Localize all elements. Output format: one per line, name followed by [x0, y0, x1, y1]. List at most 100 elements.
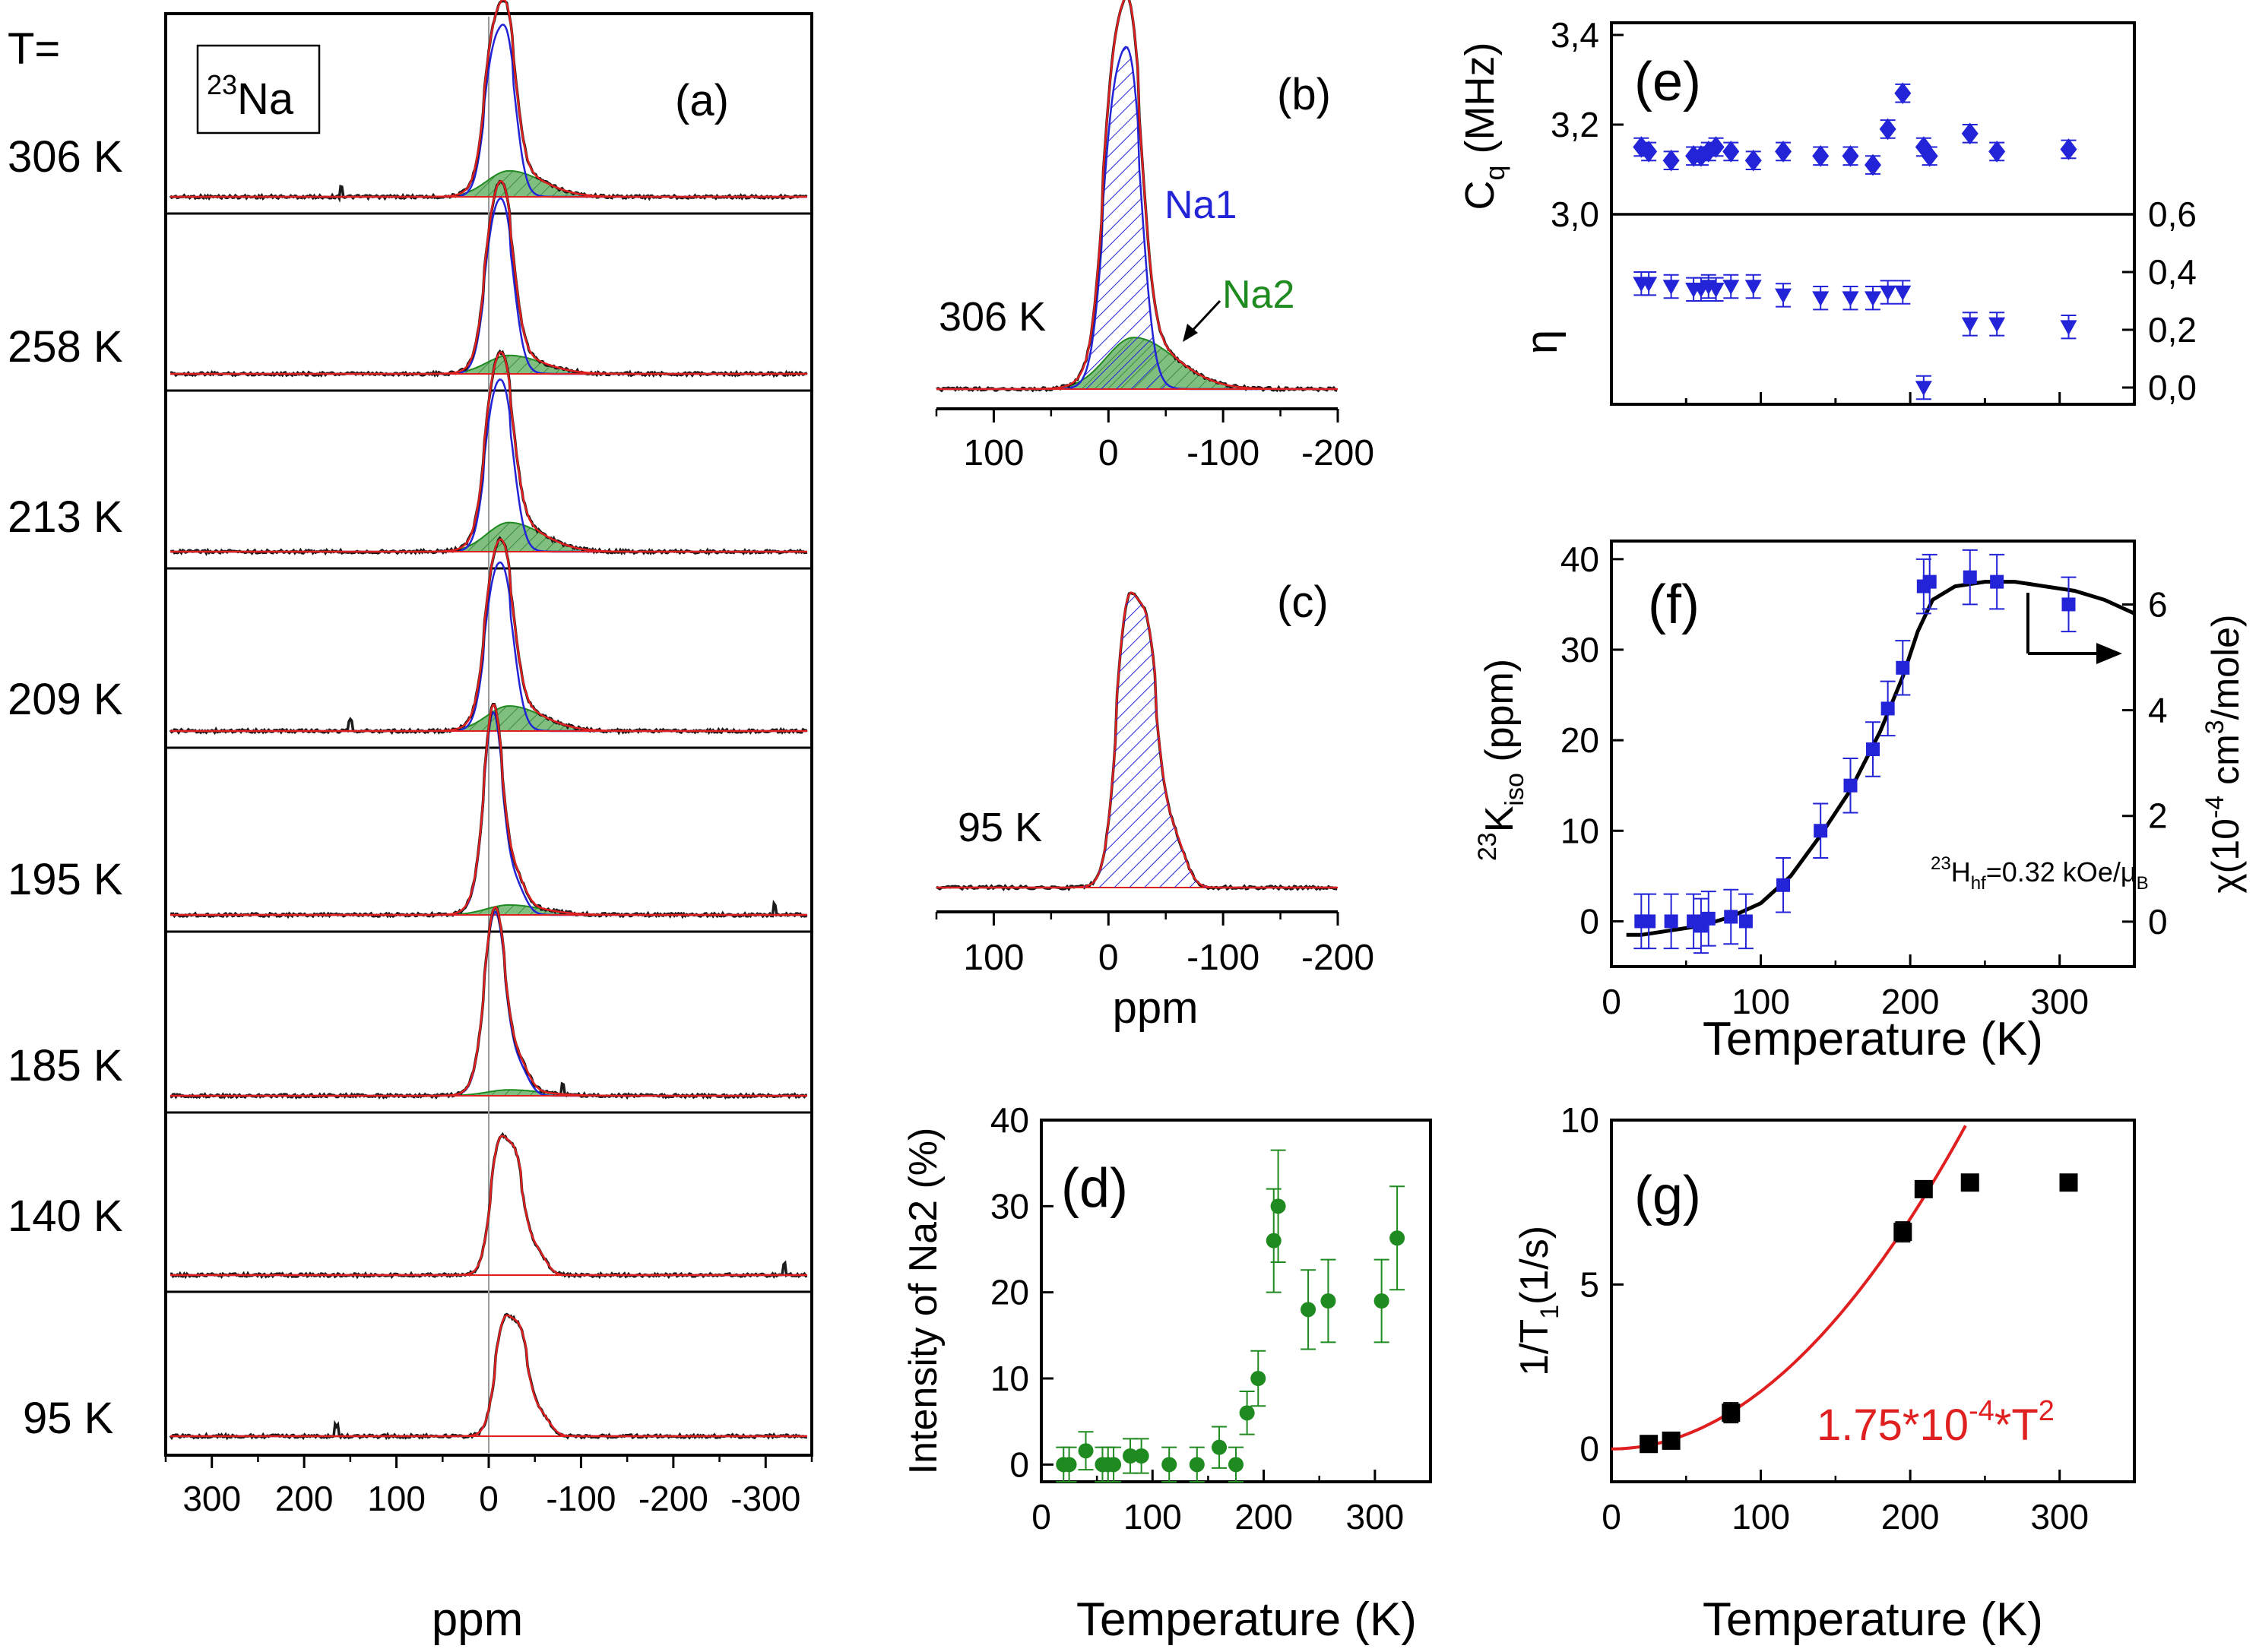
na2-component-hatch: [170, 904, 807, 915]
panel-d-ylabel: Intensity of Na2 (%): [901, 1128, 946, 1475]
data-point: [1266, 1233, 1282, 1248]
nucleus-box: [196, 44, 321, 135]
panel-f-axes: 0 100 200 300 0 10 20 30 40 0 2 4 6: [1560, 540, 2168, 1021]
y-tick-label: 20: [1560, 720, 1599, 760]
x-tick-label: 0: [1031, 1497, 1051, 1536]
x-tick-label: -100: [546, 1479, 616, 1518]
data-point: [1270, 1198, 1286, 1214]
data-point: [1228, 1457, 1244, 1473]
data-point: [1921, 145, 1938, 167]
data-point: [1842, 291, 1859, 307]
panel-f-arrow-head: [2096, 643, 2122, 664]
data-point: [1960, 1173, 1979, 1192]
data-point: [1865, 291, 1881, 307]
data-point: [1662, 149, 1680, 172]
data-point: [1250, 1371, 1266, 1386]
y-tick-label-right: 0,2: [2148, 310, 2197, 350]
data-point: [1078, 1443, 1094, 1459]
panel-e: 3,0 3,2 3,4 0,0 0,2 0,4 0,6 (e) Cq (MHz) η: [1457, 15, 2197, 407]
data-point: [1922, 574, 1937, 589]
data-point: [1664, 914, 1678, 929]
data-point: [1640, 141, 1658, 163]
temp-label-209: 209 K: [8, 675, 123, 724]
na1-label: Na1: [1164, 183, 1237, 227]
data-point: [1724, 910, 1738, 924]
nucleus-mass: 23: [207, 69, 237, 100]
data-point: [2060, 320, 2077, 336]
y-tick-label: 10: [1560, 811, 1599, 850]
data-point: [2059, 1173, 2078, 1192]
y-tick-label: 30: [1560, 630, 1599, 669]
data-point: [1963, 570, 1977, 584]
panel-g-points: [1640, 1173, 2078, 1454]
panel-d-label: (d): [1061, 1158, 1128, 1219]
panel-g-xlabel: Temperature (K): [1703, 1593, 2043, 1646]
x-tick-label: -200: [1301, 433, 1374, 473]
data-point: [1988, 141, 2006, 163]
x-tick-label: -200: [638, 1479, 708, 1518]
y-tick-label-right: 0: [2148, 902, 2168, 942]
data-point: [1662, 1431, 1681, 1450]
data-point: [1722, 280, 1740, 295]
data-point: [1722, 1404, 1741, 1423]
data-point: [1106, 1457, 1122, 1473]
na1-hatch: [936, 592, 1338, 888]
x-tick-label: 0: [1602, 1497, 1621, 1536]
data-point: [1988, 317, 2006, 333]
nucleus-label: 23Na: [207, 69, 294, 124]
panel-a-label: (a): [675, 76, 729, 125]
y-tick-label: 0: [1009, 1445, 1029, 1484]
panel-e-eta-label: η: [1517, 330, 1567, 354]
temp-label-258: 258 K: [8, 322, 123, 372]
data-point: [2061, 597, 2076, 612]
spectrum-213k: [170, 349, 808, 556]
y-tick-label-right: 0,0: [2148, 368, 2197, 407]
data-point: [1880, 701, 1895, 716]
y-tick-label: 0: [1579, 1429, 1599, 1469]
y-tick-label: 40: [1560, 540, 1599, 579]
panel-f-annotation: 23Hhf=0.32 kOe/μB: [1931, 853, 2149, 894]
data-point: [1879, 285, 1896, 301]
spectrum-95k: [169, 1312, 807, 1441]
y-tick-label: 10: [1560, 1100, 1599, 1140]
data-point: [1738, 914, 1753, 929]
spectrum-258k: [170, 179, 808, 378]
data-point: [1389, 1230, 1405, 1246]
panel-c-temperature: 95 K: [958, 805, 1042, 850]
x-tick-label: 0: [1602, 982, 1621, 1021]
data-point: [1161, 1457, 1177, 1473]
data-point: [1061, 1457, 1077, 1473]
x-tick-label: 200: [1881, 1497, 1940, 1536]
data-point: [1775, 288, 1792, 304]
x-tick-label: 0: [1098, 938, 1119, 978]
panel-f-ylabel-right: χ(10-4 cm3/mole): [2200, 614, 2247, 893]
na2-component-hatch: [170, 170, 807, 197]
x-tick-label: 0: [479, 1479, 499, 1518]
x-tick-label: 200: [275, 1479, 334, 1518]
y-tick-label-right: 4: [2148, 691, 2168, 730]
panel-c-spectrum: [936, 591, 1338, 891]
panel-a-xlabel: ppm: [432, 1593, 524, 1646]
temp-label-185: 185 K: [8, 1041, 123, 1090]
data-point: [1843, 778, 1858, 793]
data-point: [1896, 660, 1910, 675]
na2-arrow-line: [1187, 299, 1221, 336]
data-point: [1189, 1457, 1205, 1473]
x-tick-label: -300: [730, 1479, 800, 1518]
x-tick-label: 200: [1881, 982, 1940, 1021]
data-point: [1373, 1293, 1389, 1309]
x-tick-label: -100: [1187, 938, 1259, 978]
panel-a: 23Na (a) 300 200 100 0 -100 -200 -300 ppm: [164, 0, 813, 1646]
data-point: [1866, 742, 1880, 757]
panel-c: 100 0 -100 -200 (c) 95 K ppm: [935, 578, 1374, 1033]
data-point: [1914, 1179, 1933, 1198]
x-tick-label: 300: [2030, 982, 2089, 1021]
spectrum-306k: [169, 0, 808, 203]
panel-c-label: (c): [1277, 578, 1329, 627]
y-tick-label: 20: [990, 1273, 1029, 1312]
data-point: [1865, 153, 1881, 176]
panel-e-label: (e): [1634, 52, 1701, 112]
na2-label: Na2: [1222, 273, 1294, 317]
data-point: [1990, 574, 2004, 589]
